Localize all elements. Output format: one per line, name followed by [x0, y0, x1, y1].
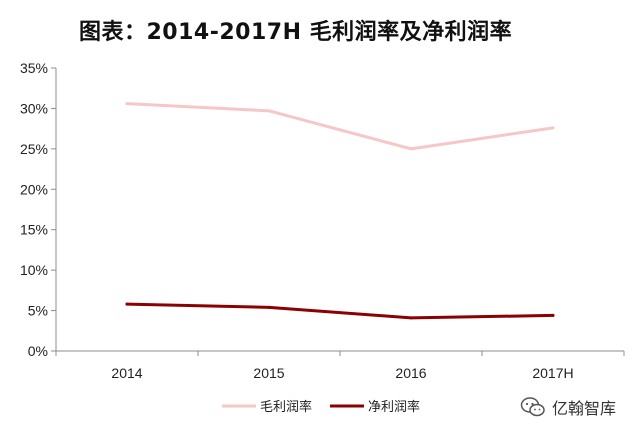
chart-series [125, 102, 555, 320]
series-2-point [125, 302, 129, 306]
y-tick-label: 35% [20, 60, 48, 76]
series-line-2 [125, 302, 555, 320]
y-tick-label: 15% [20, 222, 48, 238]
chart-axes [55, 68, 624, 352]
y-tick-label: 20% [20, 181, 48, 197]
chart-legend: 毛利润率 净利润率 [222, 399, 420, 415]
x-tick-label: 2016 [395, 365, 426, 381]
series-line-1 [125, 102, 555, 151]
y-tick-label: 5% [28, 303, 48, 319]
chart-title: 图表：2014-2017H 毛利润率及净利润率 [79, 20, 513, 45]
watermark-text: 亿翰智库 [552, 399, 617, 418]
x-tick-label: 2017H [532, 365, 573, 381]
series-1-point [267, 109, 271, 113]
x-tick-label: 2015 [253, 365, 284, 381]
y-tick-label: 30% [20, 100, 48, 116]
wechat-icon [520, 397, 545, 417]
legend-label-1: 毛利润率 [260, 399, 312, 415]
y-tick-label: 25% [20, 141, 48, 157]
series-2-point [409, 316, 413, 320]
x-tick-label: 2014 [111, 365, 142, 381]
series-2-point [267, 305, 271, 309]
series-1-point [409, 147, 413, 151]
watermark: 亿翰智库 [520, 394, 632, 420]
y-tick-label: 10% [20, 262, 48, 278]
x-axis-ticks: 2014 2015 2016 2017H [55, 351, 625, 381]
series-2-point [551, 313, 555, 317]
y-axis-ticks: 0% 5% 10% 15% 20% 25% 30% 35% [20, 60, 56, 359]
series-1-point [125, 102, 129, 106]
y-tick-label: 0% [28, 343, 48, 359]
series-1-point [551, 126, 555, 130]
legend-label-2: 净利润率 [368, 399, 420, 415]
